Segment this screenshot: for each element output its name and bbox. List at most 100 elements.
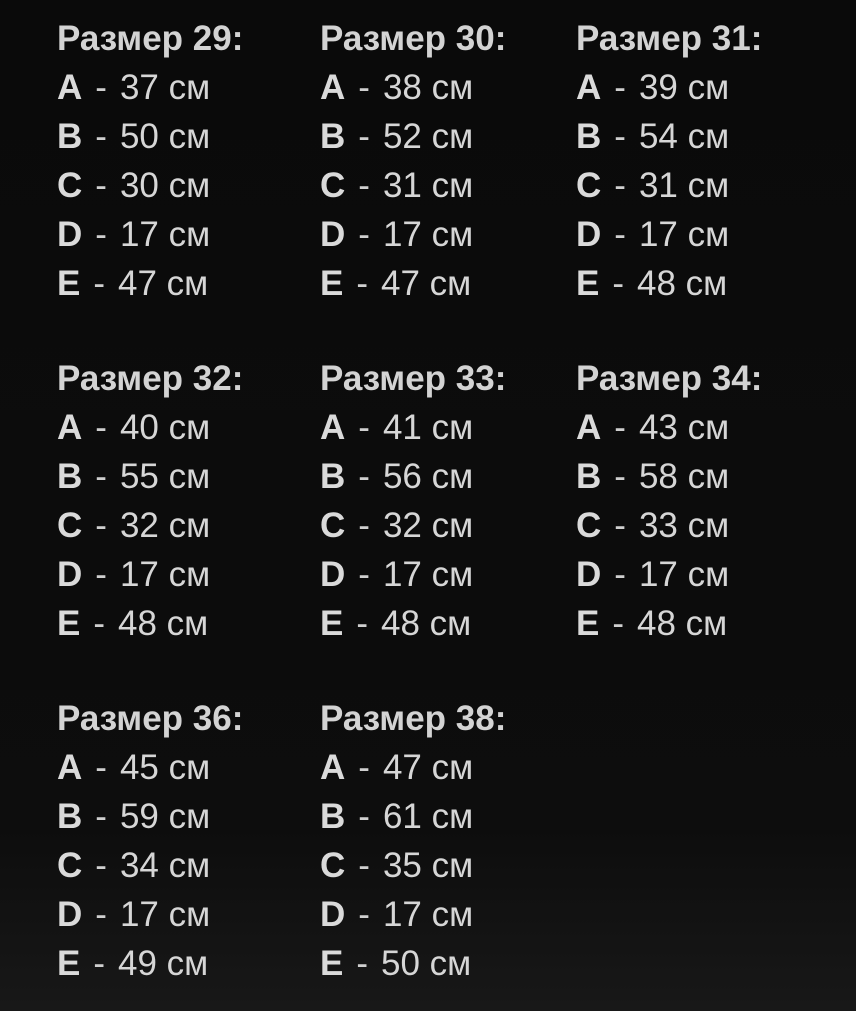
measurement-value: 61 см (382, 797, 474, 836)
measurement-label: A (320, 748, 346, 787)
measurement-row: B -59 см (57, 792, 320, 841)
measurement-label: D (57, 895, 83, 934)
measurement-value: 56 см (382, 457, 474, 496)
measurement-label: B (320, 117, 346, 156)
measurement-value: 50 см (119, 117, 211, 156)
measurement-label: D (320, 555, 346, 594)
dash-separator: - (614, 506, 626, 545)
dash-separator: - (358, 215, 370, 254)
measurement-row: E -47 см (320, 259, 576, 308)
measurement-row: B -56 см (320, 452, 576, 501)
dash-separator: - (612, 604, 625, 643)
measurement-row: D -17 см (320, 890, 576, 939)
measurement-value: 17 см (119, 555, 211, 594)
measurement-value: 32 см (382, 506, 474, 545)
measurement-label: E (576, 264, 600, 303)
size-block-title: Размер 38: (320, 699, 507, 738)
dash-separator: - (356, 944, 369, 983)
measurement-value: 48 см (118, 604, 209, 643)
measurement-value: 45 см (119, 748, 211, 787)
dash-separator: - (358, 506, 370, 545)
measurement-row: D -17 см (320, 550, 576, 599)
measurement-label: A (57, 68, 83, 107)
measurement-row: B -54 см (576, 112, 856, 161)
measurement-value: 32 см (119, 506, 211, 545)
dash-separator: - (614, 555, 626, 594)
dash-separator: - (612, 264, 625, 303)
dash-separator: - (95, 895, 107, 934)
measurement-row: C -31 см (576, 161, 856, 210)
size-block-title: Размер 29: (57, 19, 244, 58)
measurement-row: D -17 см (57, 890, 320, 939)
measurement-row: E -48 см (320, 599, 576, 648)
measurement-label: A (576, 408, 602, 447)
measurement-value: 59 см (119, 797, 211, 836)
measurement-value: 17 см (638, 555, 730, 594)
dash-separator: - (358, 408, 370, 447)
measurement-label: E (57, 944, 81, 983)
dash-separator: - (93, 264, 106, 303)
dash-separator: - (358, 748, 370, 787)
measurement-label: D (576, 555, 602, 594)
measurement-row: C -32 см (57, 501, 320, 550)
measurement-value: 39 см (638, 68, 730, 107)
dash-separator: - (95, 846, 107, 885)
empty-grid-cell (576, 694, 856, 1011)
size-block-31: Размер 31: A -39 см B -54 см C -31 см D -17 … (576, 14, 856, 308)
dash-separator: - (614, 457, 626, 496)
measurement-value: 52 см (382, 117, 474, 156)
measurement-row: A -39 см (576, 63, 856, 112)
measurement-label: D (57, 215, 83, 254)
measurement-row: A -40 см (57, 403, 320, 452)
measurement-label: C (576, 166, 602, 205)
dash-separator: - (358, 846, 370, 885)
dash-separator: - (614, 408, 626, 447)
measurement-row: D -17 см (57, 210, 320, 259)
dash-separator: - (95, 555, 107, 594)
measurement-row: C -33 см (576, 501, 856, 550)
measurement-row: A -47 см (320, 743, 576, 792)
measurement-label: B (576, 117, 602, 156)
measurement-label: B (576, 457, 602, 496)
measurement-row: C -31 см (320, 161, 576, 210)
measurement-value: 17 см (382, 895, 474, 934)
measurement-row: B -55 см (57, 452, 320, 501)
size-block-32: Размер 32: A -40 см B -55 см C -32 см D -17 … (57, 354, 320, 648)
measurement-value: 17 см (382, 215, 474, 254)
dash-separator: - (95, 166, 107, 205)
measurement-value: 17 см (119, 215, 211, 254)
dash-separator: - (95, 68, 107, 107)
measurement-label: B (57, 117, 83, 156)
measurement-value: 49 см (118, 944, 209, 983)
measurement-label: E (320, 604, 344, 643)
measurement-value: 58 см (638, 457, 730, 496)
dash-separator: - (93, 944, 106, 983)
measurement-label: E (320, 944, 344, 983)
measurement-label: A (57, 408, 83, 447)
measurement-row: A -37 см (57, 63, 320, 112)
measurement-row: E -48 см (576, 259, 856, 308)
measurement-value: 48 см (381, 604, 472, 643)
dash-separator: - (93, 604, 106, 643)
size-block-title: Размер 32: (57, 359, 244, 398)
dash-separator: - (356, 264, 369, 303)
measurement-value: 34 см (119, 846, 211, 885)
dash-separator: - (95, 117, 107, 156)
size-block-34: Размер 34: A -43 см B -58 см C -33 см D -17 … (576, 354, 856, 648)
measurement-row: E -48 см (576, 599, 856, 648)
measurement-value: 35 см (382, 846, 474, 885)
measurement-label: E (57, 604, 81, 643)
measurement-label: C (320, 506, 346, 545)
measurement-row: C -32 см (320, 501, 576, 550)
measurement-value: 17 см (119, 895, 211, 934)
measurement-label: A (576, 68, 602, 107)
measurement-label: B (320, 797, 346, 836)
measurement-label: A (320, 68, 346, 107)
size-block-33: Размер 33: A -41 см B -56 см C -32 см D -17 … (320, 354, 576, 648)
dash-separator: - (95, 408, 107, 447)
measurement-label: D (57, 555, 83, 594)
dash-separator: - (95, 748, 107, 787)
measurement-value: 37 см (119, 68, 211, 107)
measurement-row: B -50 см (57, 112, 320, 161)
measurement-label: C (57, 506, 83, 545)
